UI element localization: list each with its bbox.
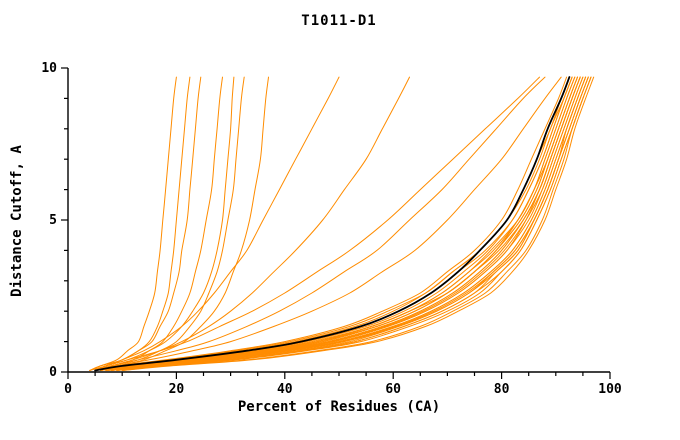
- model-curve: [94, 76, 573, 371]
- model-curve: [121, 76, 592, 371]
- x-axis-label: Percent of Residues (CA): [237, 399, 441, 415]
- ticks: [61, 67, 611, 379]
- y-tick-label: 0: [49, 365, 57, 380]
- model-curve: [110, 76, 589, 371]
- model-curve: [94, 76, 191, 371]
- model-curve: [94, 76, 573, 371]
- model-curve: [100, 76, 223, 371]
- x-tick-label: 40: [277, 382, 293, 397]
- x-tick-label: 60: [385, 382, 401, 397]
- model-curves: [89, 76, 595, 371]
- x-tick-label: 20: [169, 382, 185, 397]
- tick-labels: 0 20 40 60 80 100 0 5 10: [41, 61, 622, 397]
- model-curve: [94, 76, 235, 371]
- model-curve: [94, 76, 568, 371]
- model-curve: [94, 76, 573, 371]
- y-axis-label: Distance Cutoff, A: [9, 145, 25, 297]
- chart-title: T1011-D1: [301, 13, 377, 29]
- x-tick-label: 0: [64, 382, 72, 397]
- model-curve: [89, 76, 202, 371]
- model-curve: [94, 76, 546, 371]
- model-curve: [100, 76, 578, 371]
- model-curve: [100, 76, 269, 371]
- model-curve: [94, 76, 570, 371]
- model-curve: [89, 76, 540, 371]
- model-curve: [121, 76, 595, 371]
- reference-curve: [94, 76, 571, 372]
- model-curve: [116, 76, 592, 371]
- model-curve: [94, 76, 340, 371]
- y-tick-label: 5: [49, 213, 57, 228]
- model-curve: [94, 76, 410, 371]
- model-curve: [105, 76, 587, 371]
- x-tick-label: 100: [598, 382, 622, 397]
- model-curve: [89, 76, 177, 371]
- model-curve: [100, 76, 581, 371]
- model-curve: [108, 76, 584, 371]
- model-curve: [100, 76, 562, 371]
- model-curve: [94, 76, 245, 371]
- x-tick-label: 80: [494, 382, 510, 397]
- y-tick-label: 10: [41, 61, 57, 76]
